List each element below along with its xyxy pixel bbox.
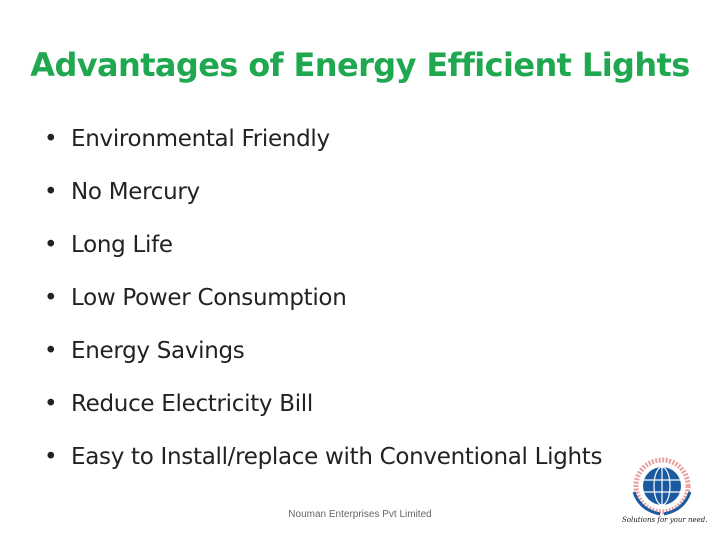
list-item: • Easy to Install/replace with Convention… xyxy=(44,444,603,497)
bullet-icon: • xyxy=(44,338,58,364)
footer-text: Nouman Enterprises Pvt Limited xyxy=(288,509,432,520)
bullet-text: Environmental Friendly xyxy=(71,126,330,152)
bullet-icon: • xyxy=(44,285,58,311)
bullet-list: • Environmental Friendly • No Mercury • Lon… xyxy=(44,126,603,497)
bullet-icon: • xyxy=(44,232,58,258)
bullet-icon: • xyxy=(44,391,58,417)
list-item: • Reduce Electricity Bill xyxy=(44,391,602,444)
list-item: • Low Power Consumption xyxy=(44,285,602,338)
bullet-text: No Mercury xyxy=(71,179,200,205)
bullet-text: Reduce Electricity Bill xyxy=(71,391,313,417)
bullet-icon: • xyxy=(44,179,58,205)
slide-title: Advantages of Energy Efficient Lights xyxy=(30,46,690,84)
bullet-text: Easy to Install/replace with Conventiona… xyxy=(71,444,603,470)
logo-tagline: Solutions for your need. xyxy=(622,516,708,524)
globe-logo-icon xyxy=(632,457,692,516)
bullet-text: Low Power Consumption xyxy=(71,285,347,311)
bullet-icon: • xyxy=(44,126,58,152)
list-item: • Energy Savings xyxy=(44,338,602,391)
bullet-text: Energy Savings xyxy=(71,338,245,364)
list-item: • No Mercury xyxy=(44,179,602,232)
list-item: • Environmental Friendly xyxy=(44,126,602,179)
bullet-icon: • xyxy=(44,444,58,470)
bullet-text: Long Life xyxy=(71,232,173,258)
list-item: • Long Life xyxy=(44,232,602,285)
